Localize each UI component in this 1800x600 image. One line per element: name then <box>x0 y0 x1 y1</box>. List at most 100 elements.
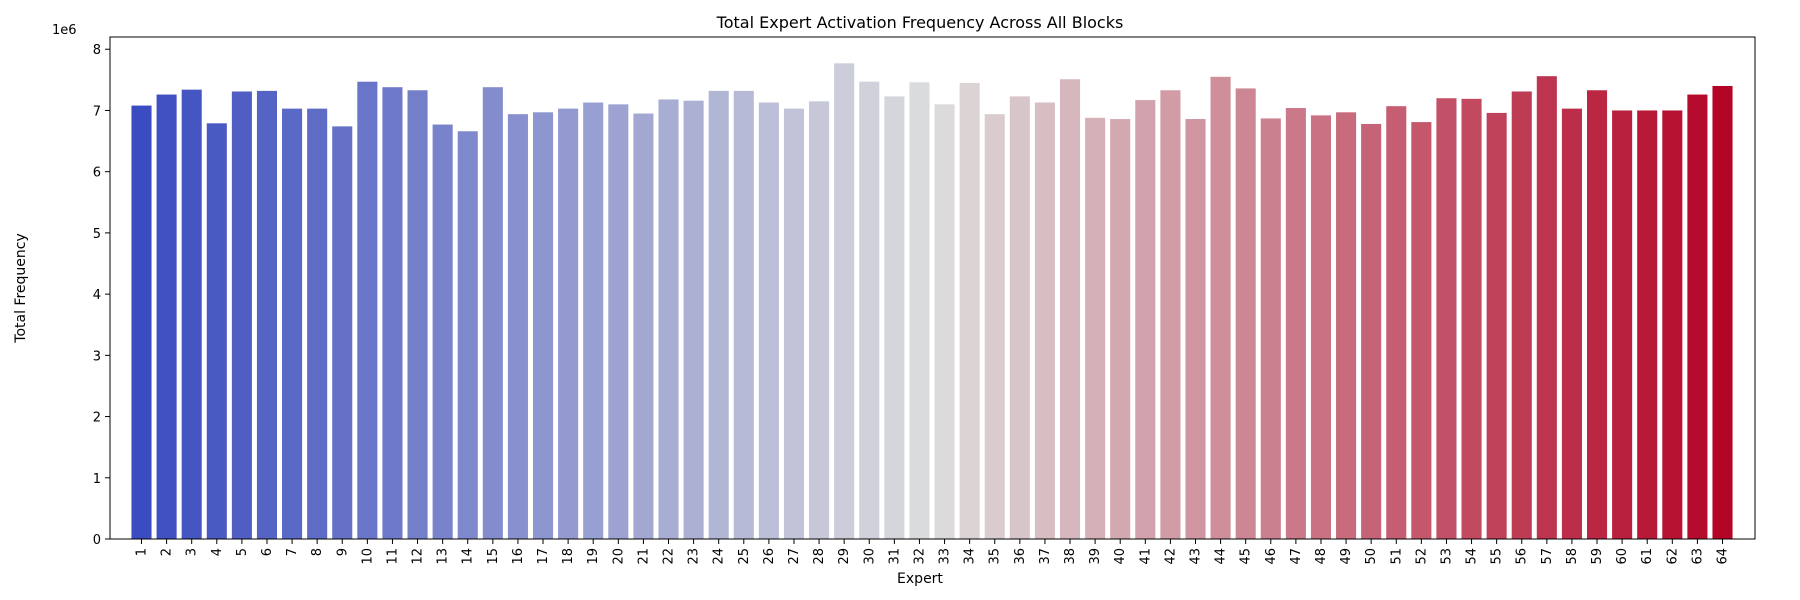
x-tick-label: 2 <box>160 548 175 556</box>
bar-expert-49 <box>1336 112 1357 540</box>
bar-expert-37 <box>1034 102 1055 539</box>
x-tick-label: 7 <box>285 548 300 556</box>
x-tick-label: 40 <box>1113 548 1128 565</box>
x-axis-ticks: 1 2 3 4 5 6 7 8 9 10 11 12 13 14 15 16 17 18 19 20 21 22 23 24 2… <box>135 539 1731 565</box>
bar-expert-25 <box>733 90 754 539</box>
x-tick-label: 1 <box>135 548 150 556</box>
x-tick-label: 28 <box>812 548 827 565</box>
bar-expert-58 <box>1561 108 1582 539</box>
bar-expert-21 <box>633 113 654 540</box>
bar-expert-18 <box>558 108 579 539</box>
bar-expert-3 <box>181 89 202 540</box>
bar-expert-60 <box>1612 110 1633 540</box>
bar-expert-11 <box>382 87 403 539</box>
y-tick-label: 8 <box>93 43 101 58</box>
bar-expert-56 <box>1511 91 1532 540</box>
x-tick-label: 26 <box>762 548 777 565</box>
bar-expert-39 <box>1085 117 1106 539</box>
x-tick-label: 22 <box>662 548 677 565</box>
x-tick-label: 39 <box>1088 548 1103 565</box>
x-tick-label: 30 <box>862 548 877 565</box>
x-tick-label: 9 <box>335 548 350 556</box>
x-tick-label: 37 <box>1038 548 1053 565</box>
bar-expert-29 <box>834 63 855 539</box>
x-tick-label: 56 <box>1515 548 1530 565</box>
bar-expert-9 <box>332 126 353 539</box>
x-tick-label: 38 <box>1063 548 1078 565</box>
bar-expert-35 <box>984 114 1005 539</box>
x-tick-label: 43 <box>1189 548 1204 565</box>
bar-expert-57 <box>1536 76 1557 540</box>
y-tick-label: 0 <box>93 533 101 548</box>
bars-group <box>131 63 1733 540</box>
x-tick-label: 8 <box>310 548 325 556</box>
x-tick-label: 16 <box>511 548 526 565</box>
x-tick-label: 52 <box>1414 548 1429 565</box>
x-tick-label: 25 <box>737 548 752 565</box>
bar-expert-17 <box>532 112 554 540</box>
x-tick-label: 14 <box>461 548 476 565</box>
bar-expert-51 <box>1386 106 1407 540</box>
y-tick-label: 4 <box>93 288 101 303</box>
x-tick-label: 49 <box>1339 548 1354 565</box>
bar-expert-32 <box>909 82 930 540</box>
x-tick-label: 34 <box>963 548 978 565</box>
bar-expert-27 <box>783 108 805 539</box>
bar-expert-8 <box>307 108 328 539</box>
x-tick-label: 36 <box>1013 548 1028 565</box>
x-tick-label: 61 <box>1640 548 1655 565</box>
x-tick-label: 33 <box>938 548 953 565</box>
x-tick-label: 24 <box>712 548 727 565</box>
plot-frame <box>109 36 1756 540</box>
bar-expert-55 <box>1486 112 1507 539</box>
x-tick-label: 57 <box>1540 548 1555 565</box>
bar-expert-28 <box>809 101 830 539</box>
chart-title: Total Expert Activation Frequency Across… <box>716 13 1124 32</box>
bar-expert-33 <box>934 104 955 539</box>
bar-expert-62 <box>1662 110 1683 540</box>
x-tick-label: 29 <box>837 548 852 565</box>
x-tick-label: 47 <box>1289 548 1304 565</box>
bar-expert-6 <box>256 90 278 539</box>
bar-expert-1 <box>131 105 152 539</box>
x-axis-label: Expert <box>897 571 943 587</box>
y-axis-label: Total Frequency <box>13 233 29 343</box>
bar-expert-48 <box>1310 115 1332 540</box>
bar-expert-40 <box>1110 119 1131 539</box>
bar-expert-59 <box>1586 90 1608 539</box>
x-tick-label: 62 <box>1665 548 1680 565</box>
x-tick-label: 55 <box>1490 548 1505 565</box>
bar-expert-31 <box>884 96 905 539</box>
bar-expert-47 <box>1285 108 1306 539</box>
x-tick-label: 17 <box>536 548 551 565</box>
x-tick-label: 27 <box>787 548 802 565</box>
x-tick-label: 50 <box>1364 548 1379 565</box>
x-tick-label: 63 <box>1690 548 1705 565</box>
bar-expert-16 <box>507 114 528 539</box>
x-tick-label: 60 <box>1615 548 1630 565</box>
x-tick-label: 13 <box>436 548 451 565</box>
bar-expert-54 <box>1461 98 1482 539</box>
bar-expert-26 <box>758 102 779 539</box>
bar-expert-12 <box>407 90 428 539</box>
x-tick-label: 23 <box>687 548 702 565</box>
bar-expert-5 <box>231 91 252 540</box>
x-tick-label: 18 <box>561 548 576 565</box>
x-tick-label: 20 <box>611 548 626 565</box>
x-tick-label: 53 <box>1439 548 1454 565</box>
x-tick-label: 21 <box>636 548 651 565</box>
x-tick-label: 64 <box>1716 548 1731 565</box>
x-tick-label: 46 <box>1264 548 1279 565</box>
bar-expert-19 <box>583 102 604 539</box>
bar-expert-23 <box>683 100 704 540</box>
bar-expert-64 <box>1712 85 1733 539</box>
bar-expert-38 <box>1059 79 1081 540</box>
y-tick-label: 5 <box>93 227 101 242</box>
x-tick-label: 51 <box>1389 548 1404 565</box>
bar-expert-36 <box>1009 96 1030 539</box>
x-tick-label: 41 <box>1138 548 1153 565</box>
bar-expert-2 <box>156 94 177 540</box>
bar-expert-42 <box>1160 90 1181 539</box>
x-tick-label: 31 <box>887 548 902 565</box>
x-tick-label: 6 <box>260 548 275 556</box>
